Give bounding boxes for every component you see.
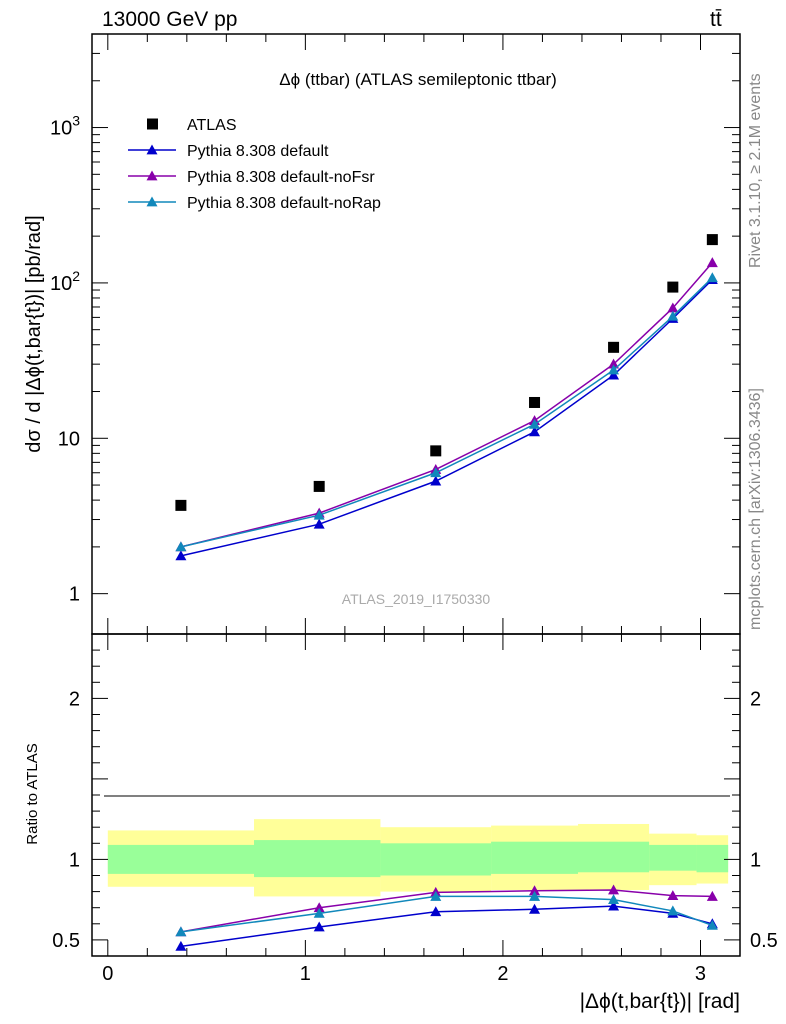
ratio-y-tick-label-left: 0.5: [52, 930, 80, 952]
legend: ATLAS Pythia 8.308 default Pythia 8.308 de…: [128, 117, 381, 212]
mc-series-point: [430, 467, 442, 478]
ratio-y-tick-label-left: 2: [69, 688, 80, 710]
ratio-band-inner: [107, 844, 255, 874]
mc-series-point: [608, 364, 620, 375]
mc-series-point: [175, 541, 187, 552]
ratio-series-point: [313, 921, 325, 932]
legend-marker-atlas: [147, 118, 158, 130]
legend-entry-label: Pythia 8.308 default-noFsr: [187, 169, 375, 186]
ratio-series-point: [706, 919, 718, 930]
legend-marker: [146, 196, 158, 207]
y-tick-exponent: 2: [72, 268, 80, 284]
main-series: [175, 234, 718, 561]
y-tick-label: 102: [50, 268, 80, 295]
mc-series-point: [706, 257, 718, 268]
mc-series-line: [180, 262, 713, 548]
process-label: tt̄: [710, 8, 722, 31]
mc-series-point: [313, 509, 325, 520]
atlas-data-point: [706, 234, 718, 246]
y-tick-label: 10: [58, 428, 80, 450]
ratio-series-point: [667, 890, 679, 901]
mc-series-point: [608, 358, 620, 369]
mc-series-point: [608, 369, 620, 380]
atlas-data-point: [608, 341, 620, 353]
atlas-data-point: [529, 396, 541, 408]
ratio-band-inner: [649, 844, 697, 871]
ratio-y-tick-label-right: 1: [750, 849, 761, 871]
mcplots-label: mcplots.cern.ch [arXiv:1306.3436]: [747, 388, 764, 630]
ratio-series: [175, 884, 718, 951]
ratio-series-point: [313, 907, 325, 918]
legend-marker: [146, 144, 158, 155]
ratio-band-inner: [491, 841, 578, 874]
ratio-uncertainty-bands: [107, 819, 729, 897]
main-title: Δϕ (ttbar) (ATLAS semileptonic ttbar): [279, 70, 557, 89]
ratio-y-tick-label-left: 1: [69, 849, 80, 871]
ratio-series-point: [608, 900, 620, 911]
mc-series-point: [667, 302, 679, 313]
main-plot: 1 10 102 103 Δϕ (ttbar) (ATLAS semileptonic…: [23, 33, 741, 635]
legend-entry-label: Pythia 8.308 default-noRap: [187, 195, 381, 212]
legend-entry-label: Pythia 8.308 default: [187, 143, 329, 160]
mc-series-line: [180, 277, 713, 548]
ratio-series-point: [529, 885, 541, 896]
mc-series-line: [180, 279, 713, 557]
ratio-band-inner: [254, 840, 381, 878]
mc-series-point: [175, 550, 187, 561]
mc-series-point: [430, 475, 442, 486]
y-tick-label: 103: [50, 113, 80, 140]
x-tick-label: 1: [300, 963, 311, 985]
ratio-plot-frame: [91, 633, 741, 957]
ratio-band-inner: [380, 843, 492, 876]
atlas-data-point: [430, 445, 442, 457]
mc-series-point: [667, 310, 679, 321]
atlas-data-point: [667, 281, 679, 293]
ratio-axis-ticks: 0.5 0.5 1 1 2 2 0 1 2 3: [52, 633, 778, 985]
rivet-version-label: Rivet 3.1.10, ≥ 2.1M events: [747, 73, 764, 268]
ratio-series-point: [608, 894, 620, 905]
mc-series-point: [313, 518, 325, 529]
x-tick-label: 2: [497, 963, 508, 985]
ratio-series-point: [706, 890, 718, 901]
ratio-series-point: [608, 884, 620, 895]
ratio-series-point: [175, 940, 187, 951]
ratio-y-axis-label: Ratio to ATLAS: [24, 743, 41, 844]
ratio-plot: 0.5 0.5 1 1 2 2 0 1 2 3 Ratio to ATLAS |Δϕ(t,bar{…: [24, 633, 778, 1013]
ratio-y-tick-label-right: 2: [750, 688, 761, 710]
legend-entry-label: ATLAS: [187, 117, 237, 134]
ratio-y-tick-label-right: 0.5: [750, 930, 778, 952]
ratio-series-point: [529, 903, 541, 914]
main-y-axis-label: dσ / d |Δϕ(t,bar{t})| [pb/rad]: [23, 215, 45, 452]
ratio-series-point: [529, 890, 541, 901]
ratio-series-line: [180, 905, 713, 948]
x-tick-label: 3: [695, 963, 706, 985]
atlas-data-point: [175, 499, 187, 511]
ratio-series-point: [430, 890, 442, 901]
mc-series-point: [529, 426, 541, 437]
ratio-series-point: [313, 902, 325, 913]
ratio-band-inner: [578, 841, 650, 873]
ratio-band-inner: [696, 844, 729, 873]
ratio-series-point: [667, 905, 679, 916]
ratio-series-point: [175, 926, 187, 937]
ratio-series-line: [180, 895, 713, 933]
legend-marker: [146, 170, 158, 181]
x-axis-label: |Δϕ(t,bar{t})| [rad]: [580, 990, 740, 1013]
y-tick-label: 1: [69, 584, 80, 606]
ratio-series-point: [430, 906, 442, 917]
atlas-data-point: [313, 480, 325, 492]
energy-label: 13000 GeV pp: [102, 8, 237, 31]
analysis-watermark: ATLAS_2019_I1750330: [342, 591, 491, 607]
mc-series-point: [706, 272, 718, 283]
y-tick-exponent: 3: [72, 113, 80, 129]
mc-series-point: [529, 418, 541, 429]
x-tick-label: 0: [102, 963, 113, 985]
